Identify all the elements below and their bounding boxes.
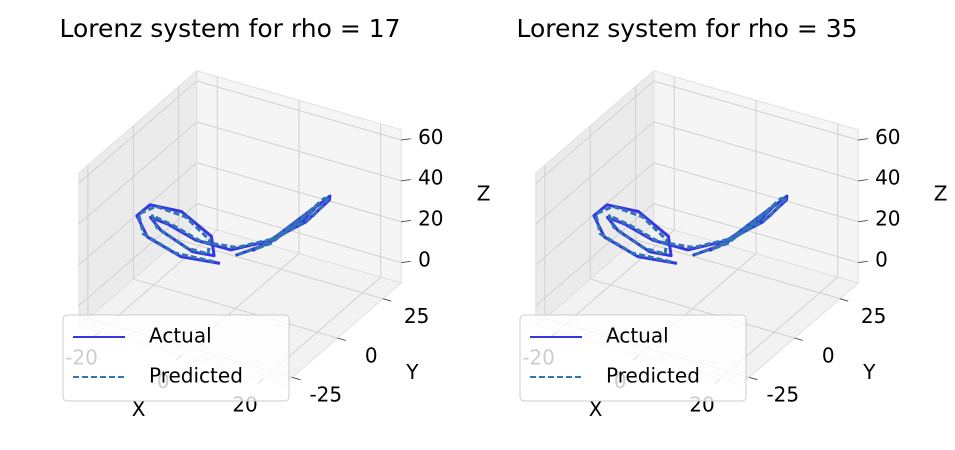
tick-mark xyxy=(858,260,868,264)
tick-mark xyxy=(292,376,301,381)
grid-line xyxy=(653,203,859,264)
z-tick-label: 0 xyxy=(875,247,888,271)
tick-mark xyxy=(401,260,411,264)
grid-line xyxy=(78,121,198,225)
tick-mark xyxy=(858,138,868,141)
subplot-title: Lorenz system for rho = 35 xyxy=(516,14,857,43)
z-tick-label: 0 xyxy=(418,247,431,271)
legend: Actual Predicted xyxy=(62,314,290,402)
grid-line xyxy=(78,203,198,307)
grid-line xyxy=(196,80,402,141)
grid-line xyxy=(196,203,402,264)
grid-line xyxy=(653,80,859,141)
y-tick-label: 0 xyxy=(822,343,835,367)
tick-mark xyxy=(401,138,411,141)
grid-line xyxy=(535,203,655,307)
legend: Actual Predicted xyxy=(519,314,747,402)
grid-line xyxy=(590,278,795,339)
tick-mark xyxy=(794,337,803,341)
y-tick-label: 0 xyxy=(365,343,378,367)
subplot: Lorenz system for rho = 35-20020-2502502… xyxy=(516,14,947,421)
y-axis-label: Y xyxy=(405,360,419,384)
z-tick-label: 40 xyxy=(875,166,900,190)
subplot: Lorenz system for rho = 17-20020-2502502… xyxy=(59,14,490,421)
tick-mark xyxy=(401,179,411,182)
z-tick-label: 40 xyxy=(418,166,443,190)
y-tick-label: -25 xyxy=(309,383,342,407)
z-tick-label: 60 xyxy=(875,125,900,149)
y-tick-label: 25 xyxy=(861,304,886,328)
grid-line xyxy=(196,121,402,182)
grid-line xyxy=(535,121,655,225)
tick-mark xyxy=(401,219,411,223)
y-tick-label: 25 xyxy=(404,304,429,328)
x-axis-label: X xyxy=(132,397,146,421)
tick-mark xyxy=(839,298,849,302)
z-tick-label: 60 xyxy=(418,125,443,149)
grid-line xyxy=(196,162,402,223)
grid-line xyxy=(653,162,859,223)
z-tick-label: 20 xyxy=(418,207,443,231)
x-axis-label: X xyxy=(589,397,603,421)
y-tick-label: -25 xyxy=(766,383,799,407)
tick-mark xyxy=(749,376,758,381)
tick-mark xyxy=(858,179,868,182)
z-axis-label: Z xyxy=(934,182,948,206)
legend-label: Predicted xyxy=(149,364,243,388)
grid-line xyxy=(653,121,859,182)
legend-label: Actual xyxy=(149,324,212,348)
subplot-title: Lorenz system for rho = 17 xyxy=(59,14,400,43)
grid-line xyxy=(535,80,655,184)
legend-label: Actual xyxy=(606,324,669,348)
tick-mark xyxy=(382,298,392,302)
grid-line xyxy=(133,278,338,339)
trajectory xyxy=(594,196,788,264)
z-tick-label: 20 xyxy=(875,207,900,231)
grid-line xyxy=(78,80,198,184)
y-axis-label: Y xyxy=(862,360,876,384)
z-axis-label: Z xyxy=(477,182,491,206)
trajectory xyxy=(137,196,331,264)
tick-mark xyxy=(337,337,346,341)
tick-mark xyxy=(858,219,868,223)
legend-label: Predicted xyxy=(606,364,700,388)
